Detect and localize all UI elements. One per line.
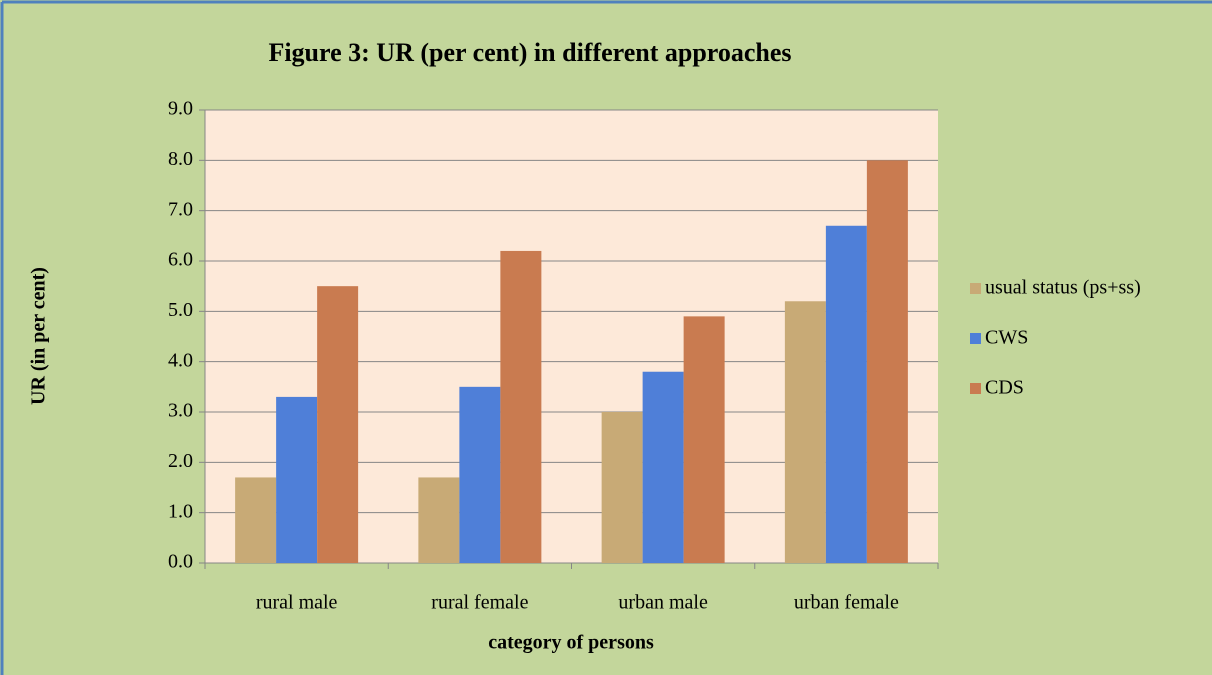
bar [825, 225, 867, 563]
y-tick-label: 8.0 [168, 148, 193, 170]
bar [418, 477, 460, 563]
bar [276, 396, 318, 563]
y-tick-label: 0.0 [168, 551, 193, 573]
y-tick-label: 3.0 [168, 400, 193, 422]
legend-swatch [970, 333, 981, 344]
bar [235, 477, 277, 563]
bar [601, 412, 643, 563]
y-tick-label: 7.0 [168, 198, 193, 220]
y-tick-label: 2.0 [168, 450, 193, 472]
x-tick-label: rural male [256, 592, 338, 614]
legend-swatch [970, 383, 981, 394]
x-tick-label: rural female [431, 592, 528, 614]
legend-label: CDS [985, 377, 1024, 399]
y-tick-label: 1.0 [168, 500, 193, 522]
y-tick-label: 6.0 [168, 249, 193, 271]
y-tick-label: 9.0 [168, 98, 193, 120]
x-tick-label: urban male [618, 592, 708, 614]
y-tick-label: 5.0 [168, 299, 193, 321]
y-tick-label: 4.0 [168, 349, 193, 371]
legend-swatch [970, 283, 981, 294]
x-tick-label: urban female [794, 592, 899, 614]
legend-label: usual status (ps+ss) [985, 277, 1141, 299]
bar [317, 286, 359, 563]
bar [500, 250, 542, 563]
bar [642, 371, 684, 563]
x-axis-title: category of persons [488, 632, 654, 654]
legend-label: CWS [985, 327, 1028, 349]
bar [683, 316, 725, 563]
bar [784, 301, 826, 563]
chart-title: Figure 3: UR (per cent) in different app… [268, 38, 791, 67]
bar [866, 160, 908, 564]
y-axis-title: UR (in per cent) [28, 267, 50, 405]
bar [459, 386, 501, 563]
